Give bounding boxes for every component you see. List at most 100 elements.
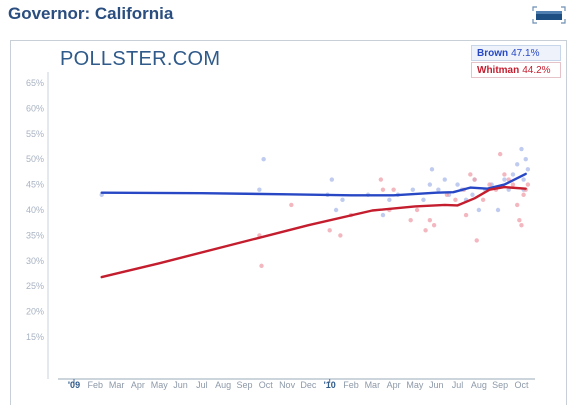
- poll-point-brown[interactable]: [495, 207, 501, 213]
- legend-name-brown: Brown: [477, 48, 509, 59]
- y-tick-label: 50%: [26, 154, 44, 164]
- poll-point-whitman[interactable]: [408, 217, 413, 223]
- poll-point-whitman[interactable]: [474, 238, 479, 243]
- y-tick-label: 45%: [26, 180, 44, 190]
- y-tick-label: 55%: [26, 129, 44, 139]
- x-tick-label: Jul: [452, 380, 464, 390]
- poll-point-whitman[interactable]: [480, 197, 486, 203]
- poll-point-brown[interactable]: [421, 197, 426, 203]
- poll-point-whitman[interactable]: [380, 187, 386, 192]
- poll-point-brown[interactable]: [470, 192, 475, 197]
- poll-point-brown[interactable]: [257, 187, 262, 192]
- x-tick-label: '10: [324, 380, 336, 390]
- poll-point-whitman[interactable]: [427, 217, 433, 223]
- poll-point-brown[interactable]: [455, 182, 460, 187]
- legend-item-brown[interactable]: Brown 47.1%: [471, 45, 561, 61]
- poll-point-brown[interactable]: [329, 177, 335, 182]
- y-tick-label: 25%: [26, 281, 44, 291]
- poll-point-whitman[interactable]: [338, 233, 343, 238]
- poll-point-whitman[interactable]: [259, 263, 264, 269]
- poll-point-brown[interactable]: [410, 187, 416, 192]
- x-tick-label: Oct: [514, 380, 529, 390]
- poll-point-brown[interactable]: [519, 146, 524, 152]
- poll-point-whitman[interactable]: [423, 228, 428, 233]
- poll-point-brown[interactable]: [333, 207, 339, 213]
- trend-lines: [100, 172, 527, 279]
- legend-item-whitman[interactable]: Whitman 44.2%: [471, 62, 561, 78]
- poll-point-brown[interactable]: [387, 197, 392, 203]
- x-tick-label: Mar: [365, 380, 381, 390]
- poll-point-whitman[interactable]: [289, 202, 294, 208]
- poll-point-brown[interactable]: [515, 162, 520, 167]
- poll-point-whitman[interactable]: [510, 182, 516, 187]
- poll-point-whitman[interactable]: [525, 182, 531, 187]
- legend-value-brown: 47.1%: [511, 48, 540, 59]
- poll-point-whitman[interactable]: [487, 182, 492, 187]
- trend-line-brown[interactable]: [100, 172, 527, 197]
- pollster-logo: POLLSTER.COM: [60, 48, 220, 71]
- poll-point-whitman[interactable]: [444, 192, 450, 197]
- expand-icon[interactable]: [532, 6, 566, 24]
- legend: Brown 47.1% Whitman 44.2%: [471, 45, 561, 79]
- poll-point-brown[interactable]: [525, 167, 531, 172]
- poll-point-brown[interactable]: [429, 167, 435, 172]
- poll-point-brown[interactable]: [523, 157, 528, 162]
- poll-point-brown[interactable]: [521, 177, 526, 182]
- x-tick-label: Sep: [236, 380, 252, 390]
- y-tick-label: 20%: [26, 307, 44, 317]
- poll-point-brown[interactable]: [261, 157, 266, 162]
- x-tick-label: Apr: [387, 380, 401, 390]
- poll-points: [99, 146, 531, 269]
- x-tick-label: Oct: [259, 380, 274, 390]
- y-tick-label: 30%: [26, 256, 44, 266]
- y-tick-label: 65%: [26, 78, 44, 88]
- poll-point-whitman[interactable]: [327, 228, 332, 233]
- y-tick-label: 60%: [26, 103, 44, 113]
- x-tick-label: Jul: [196, 380, 208, 390]
- poll-point-brown[interactable]: [340, 197, 345, 203]
- poll-point-whitman[interactable]: [378, 177, 384, 182]
- x-tick-label: Dec: [300, 380, 317, 390]
- poll-point-whitman[interactable]: [414, 207, 420, 213]
- poll-point-whitman[interactable]: [521, 192, 526, 197]
- poll-point-whitman[interactable]: [391, 187, 396, 192]
- poll-point-brown[interactable]: [442, 177, 447, 182]
- poll-point-brown[interactable]: [427, 182, 433, 187]
- x-tick-label: May: [151, 380, 169, 390]
- poll-point-whitman[interactable]: [497, 151, 503, 157]
- x-tick-label: Apr: [131, 380, 145, 390]
- legend-value-whitman: 44.2%: [522, 65, 551, 76]
- poll-point-brown[interactable]: [380, 212, 386, 218]
- x-tick-label: Feb: [343, 380, 359, 390]
- poll-point-whitman[interactable]: [517, 217, 522, 223]
- y-tick-label: 35%: [26, 230, 44, 240]
- x-tick-label: Sep: [492, 380, 508, 390]
- x-tick-label: Mar: [109, 380, 125, 390]
- poll-point-whitman[interactable]: [453, 197, 458, 203]
- x-tick-label: May: [406, 380, 424, 390]
- logo-text: POLLSTER.COM: [60, 48, 221, 70]
- poll-point-brown[interactable]: [436, 187, 441, 192]
- page-title: Governor: California: [8, 4, 174, 23]
- poll-point-brown[interactable]: [476, 207, 482, 213]
- poll-point-whitman[interactable]: [502, 172, 507, 177]
- poll-point-whitman[interactable]: [515, 202, 520, 208]
- y-axis: 15% 20% 25% 30% 35% 40% 45% 50% 55% 60% 65%: [26, 72, 49, 379]
- y-tick-label: 15%: [26, 332, 44, 342]
- x-tick-label: '09: [68, 380, 80, 390]
- legend-name-whitman: Whitman: [477, 65, 520, 76]
- x-tick-label: Aug: [471, 380, 487, 390]
- x-tick-label: Aug: [215, 380, 231, 390]
- x-tick-label: Nov: [279, 380, 296, 390]
- poll-point-whitman[interactable]: [463, 212, 469, 218]
- poll-point-whitman[interactable]: [519, 223, 524, 228]
- poll-point-whitman[interactable]: [431, 223, 437, 228]
- x-tick-label: Jun: [173, 380, 188, 390]
- poll-point-brown[interactable]: [510, 172, 516, 177]
- poll-point-brown[interactable]: [502, 177, 507, 182]
- trend-line-whitman[interactable]: [100, 185, 527, 279]
- poll-point-whitman[interactable]: [468, 172, 473, 177]
- poll-point-whitman[interactable]: [472, 177, 477, 182]
- x-tick-label: Jun: [429, 380, 444, 390]
